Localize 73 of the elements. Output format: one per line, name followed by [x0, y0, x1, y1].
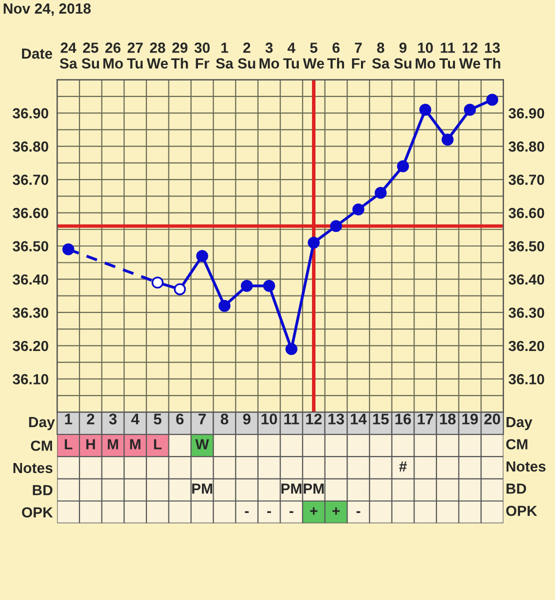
x-tick-label: 4 Tu [283, 42, 299, 69]
text: PM [304, 484, 324, 494]
x-tick-label: 26 Mo [103, 42, 123, 69]
x-axis-title: Date [22, 48, 52, 59]
x-tick-label: 8 [220, 414, 228, 424]
x-tick-label: 1 [65, 414, 72, 424]
x-tick-label: 5 [154, 414, 162, 424]
x-tick-label: 1 Sa [216, 42, 234, 69]
y-tick-label: 36.70 [12, 174, 48, 185]
x-tick-label: 7 Fr [352, 42, 366, 68]
y-tick-label: 36.80 [12, 141, 48, 152]
text: H [86, 439, 95, 450]
x-tick-label: 8 Sa [372, 42, 390, 69]
y-tick-label: BD [506, 484, 526, 494]
x-tick-label: 16 [395, 414, 411, 424]
x-tick-label: 14 [350, 414, 367, 424]
x-tick-label: 15 [373, 414, 389, 424]
y-tick-label: 36.90 [12, 108, 48, 118]
y-tick-label: 36.60 [12, 208, 48, 218]
x-tick-label: 6 [176, 414, 184, 424]
x-tick-label: 25 Su [82, 42, 99, 69]
x-tick-label: 5 We [302, 42, 324, 69]
text: # [399, 462, 407, 472]
text: - [244, 511, 249, 513]
text: Day [506, 417, 532, 430]
x-tick-label: 28 We [146, 42, 168, 69]
x-tick-label: 27 Tu [127, 42, 143, 69]
x-tick-label: 29 Th [171, 42, 188, 68]
x-tick-label: 3 [109, 414, 117, 424]
y-tick-label: OPK [506, 506, 538, 516]
x-tick-label: 11 Tu [439, 42, 456, 69]
x-tick-label: 10 Mo [416, 42, 436, 69]
x-axis-title: Day [29, 417, 55, 430]
text: W [195, 439, 210, 450]
x-tick-label: 17 [418, 414, 434, 424]
x-tick-label: 11 [284, 414, 300, 424]
x-tick-label: 9 [243, 414, 250, 424]
x-tick-label: 9 Su [394, 42, 412, 69]
chart-title: Nov 24, 2018 [4, 3, 91, 16]
x-tick-label: 12 We [459, 42, 480, 69]
x-tick-label: 19 [462, 414, 478, 424]
x-tick-label: 12 [306, 414, 322, 424]
text: - [290, 511, 294, 513]
text: M [130, 439, 140, 450]
text: L [64, 439, 72, 450]
x-tick-label: 2 Su [238, 42, 256, 69]
text: L [154, 439, 162, 450]
y-tick-label: Notes [506, 461, 546, 472]
x-tick-label: 4 [131, 414, 140, 424]
text: PM [281, 484, 302, 494]
text: + [310, 507, 318, 515]
x-tick-label: 24 Sa [60, 42, 78, 69]
y-tick-label: 36.50 [12, 241, 48, 252]
x-tick-label: 18 [440, 414, 456, 424]
x-tick-label: 20 [484, 414, 500, 424]
text: - [356, 511, 360, 513]
y-tick-label: 36.40 [12, 274, 48, 285]
text: + [332, 507, 340, 515]
text: M [108, 439, 118, 450]
y-tick-label: 36.10 [12, 374, 48, 384]
x-tick-label: 10 [262, 414, 277, 424]
x-tick-label: 13 Th [483, 42, 500, 68]
x-tick-label: 2 [86, 414, 94, 424]
text: - [267, 511, 271, 513]
x-tick-label: 13 [328, 414, 344, 424]
text: PM [192, 484, 212, 494]
y-tick-label: 36.20 [12, 340, 48, 352]
x-tick-label: 3 Mo [260, 42, 280, 69]
x-tick-label: 30 Fr [194, 42, 210, 68]
x-tick-label: 7 [198, 414, 206, 424]
x-tick-label: 6 Th [327, 42, 344, 68]
y-tick-label: 36.30 [12, 308, 48, 318]
y-tick-label: CM [506, 439, 528, 450]
